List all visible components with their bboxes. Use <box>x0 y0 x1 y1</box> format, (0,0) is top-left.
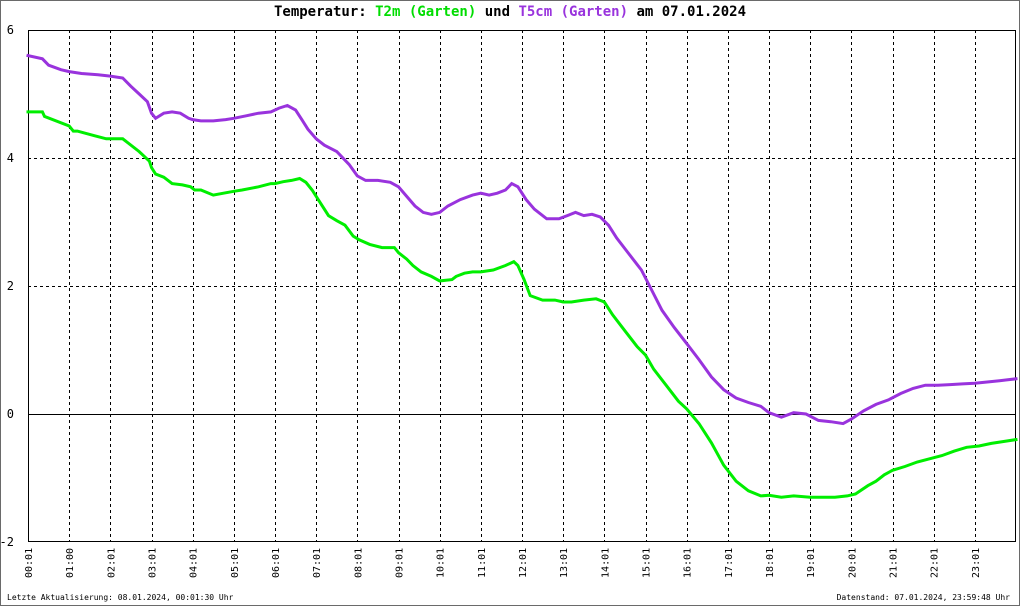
x-tick-label: 09:01 <box>395 548 406 578</box>
title-prefix: Temperatur: <box>273 4 376 20</box>
x-tick-label: 03:01 <box>148 548 159 578</box>
series-line-t2m <box>26 110 1018 499</box>
title-suffix: am 07.01.2024 <box>628 4 747 20</box>
x-tick-label: 17:01 <box>724 548 735 578</box>
x-tick-label: 06:01 <box>271 548 282 578</box>
x-tick-label: 05:01 <box>230 548 241 578</box>
x-tick-label: 10:01 <box>436 548 447 578</box>
x-tick-label: 04:01 <box>189 548 200 578</box>
x-tick-label: 22:01 <box>930 548 941 578</box>
title-series-t5cm: T5cm (Garten) <box>518 4 629 20</box>
y-tick-label: 6 <box>7 23 14 37</box>
series-line-t5cm <box>26 53 1018 426</box>
y-tick-label: -2 <box>0 535 14 549</box>
x-tick-label: 18:01 <box>765 548 776 578</box>
x-tick-label: 07:01 <box>312 548 323 578</box>
x-tick-label: 23:01 <box>971 548 982 578</box>
y-tick-label: 2 <box>7 279 14 293</box>
plot-border <box>28 30 1016 542</box>
x-tick-label: 11:01 <box>477 548 488 578</box>
chart-title: Temperatur: T2m (Garten) und T5cm (Garte… <box>0 4 1020 20</box>
x-tick-label: 12:01 <box>518 548 529 578</box>
title-mid: und <box>476 4 519 20</box>
y-tick-label: 0 <box>7 407 14 421</box>
grid <box>28 30 1016 542</box>
tick-labels: -2 0 2 4 6 00:01 01:00 02:01 03:01 04:01 05:01 06:0… <box>0 23 982 578</box>
y-tick-label: 4 <box>7 151 14 165</box>
last-update-text: Letzte Aktualisierung: 08.01.2024, 00:01… <box>7 593 234 602</box>
x-tick-label: 15:01 <box>642 548 653 578</box>
x-tick-label: 14:01 <box>600 548 611 578</box>
x-tick-label: 00:01 <box>24 548 35 578</box>
x-tick-label: 13:01 <box>559 548 570 578</box>
x-tick-label: 21:01 <box>889 548 900 578</box>
x-tick-label: 16:01 <box>683 548 694 578</box>
x-tick-label: 20:01 <box>847 548 858 578</box>
x-tick-label: 01:00 <box>65 548 76 578</box>
title-series-t2m: T2m (Garten) <box>375 4 477 20</box>
data-status-text: Datenstand: 07.01.2024, 23:59:48 Uhr <box>836 593 1010 602</box>
series-lines <box>26 53 1018 499</box>
x-tick-label: 02:01 <box>106 548 117 578</box>
axes <box>28 30 1016 542</box>
x-tick-label: 08:01 <box>353 548 364 578</box>
x-tick-label: 19:01 <box>806 548 817 578</box>
